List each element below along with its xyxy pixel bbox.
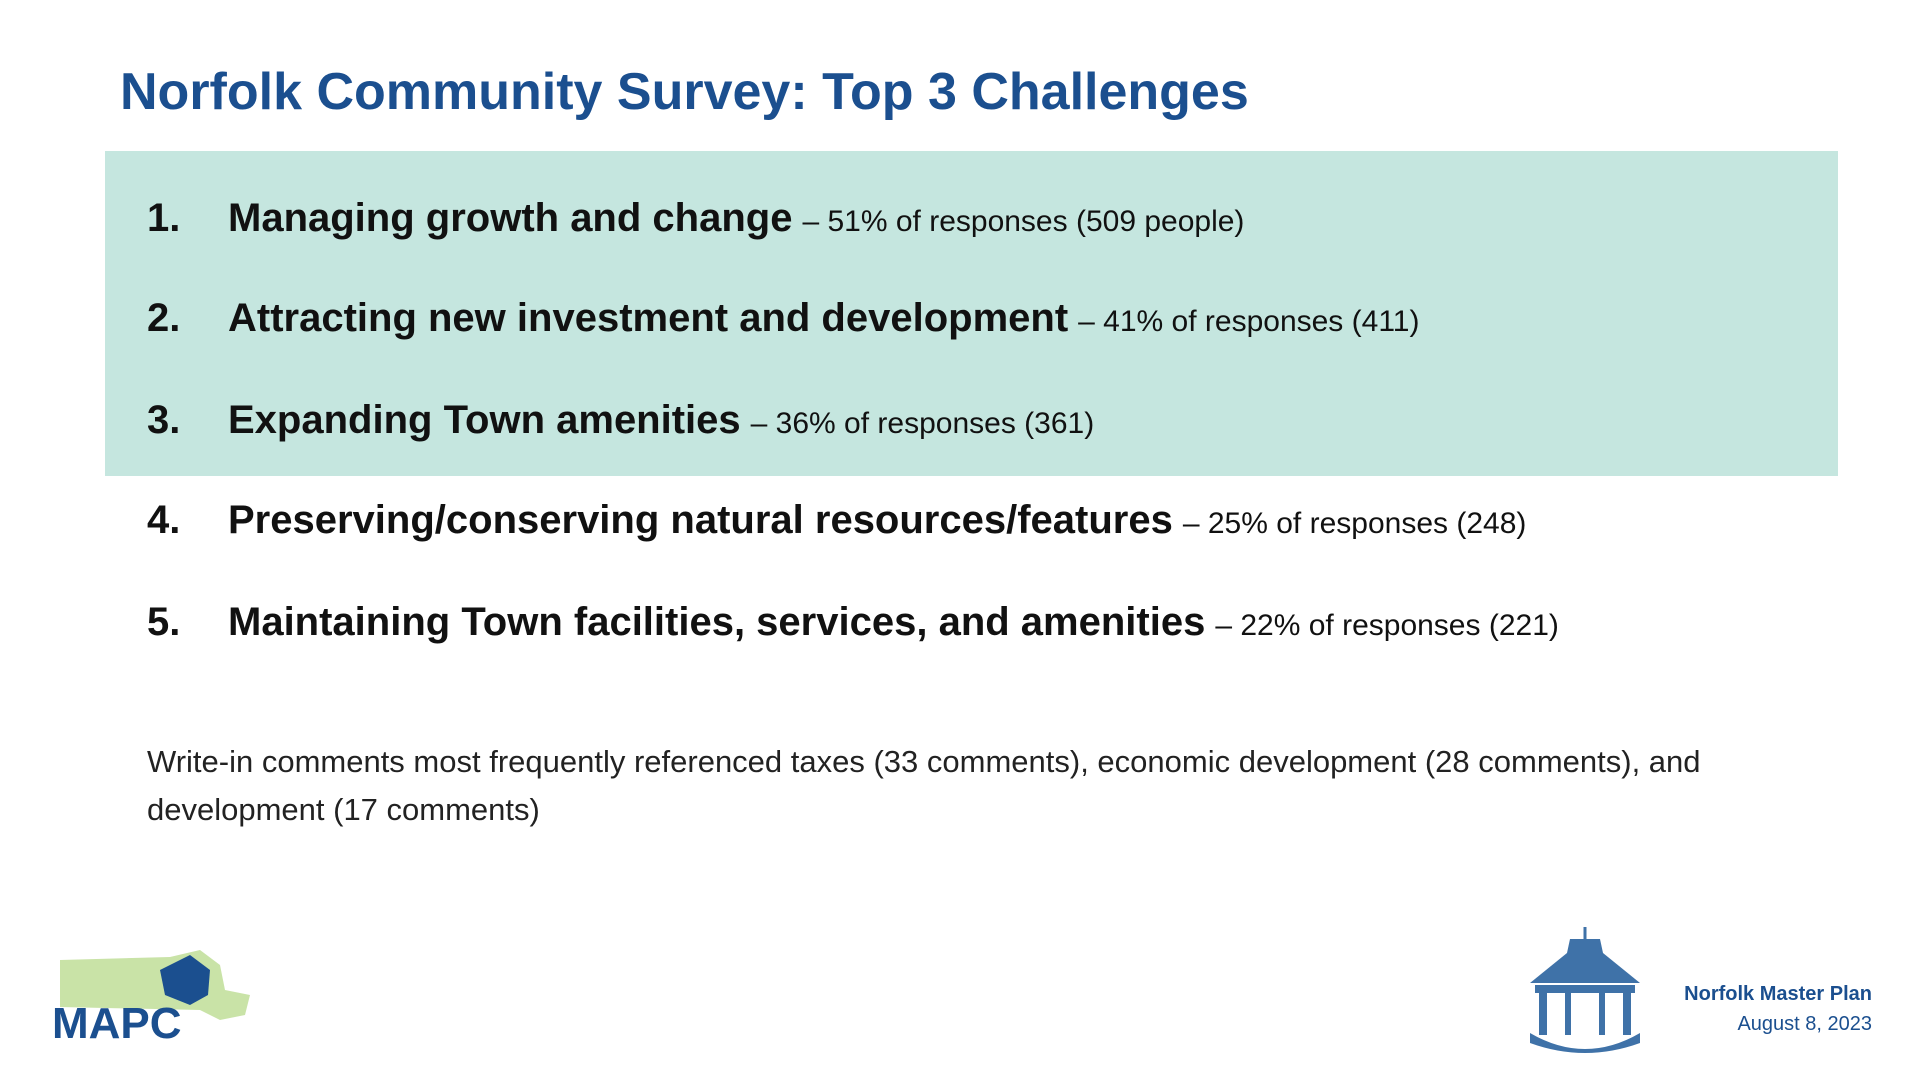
challenge-item: 3. Expanding Town amenities – 36% of respo… xyxy=(147,395,1094,445)
item-detail: – 25% of responses (248) xyxy=(1182,507,1527,540)
challenge-item: 4. Preserving/conserving natural resource… xyxy=(147,495,1526,545)
item-detail: – 41% of responses (411) xyxy=(1078,305,1420,338)
item-label: Attracting new investment and developmen… xyxy=(228,296,1069,340)
mapc-logo: MAPC xyxy=(52,950,250,1048)
item-label: Preserving/conserving natural resources/… xyxy=(228,498,1173,542)
item-label: Expanding Town amenities xyxy=(228,398,741,442)
item-label: Maintaining Town facilities, services, a… xyxy=(228,600,1206,644)
challenge-item: 1. Managing growth and change – 51% of res… xyxy=(147,193,1244,243)
gazebo-icon xyxy=(1530,927,1640,1053)
item-detail: – 36% of responses (361) xyxy=(750,407,1095,440)
highlight-band xyxy=(105,151,1838,476)
item-detail: – 51% of responses (509 people) xyxy=(802,205,1245,238)
footer-date: August 8, 2023 xyxy=(1737,1013,1872,1035)
slide-title: Norfolk Community Survey: Top 3 Challeng… xyxy=(120,63,1249,121)
logo-text: MAPC xyxy=(52,999,182,1048)
item-number: 1. xyxy=(147,196,181,240)
note: Write-in comments most frequently refere… xyxy=(147,744,1701,827)
logo-region xyxy=(160,955,210,1005)
item-detail: – 22% of responses (221) xyxy=(1215,609,1559,642)
item-number: 5. xyxy=(147,600,181,644)
challenge-item: 2. Attracting new investment and developm… xyxy=(147,293,1419,343)
item-label: Managing growth and change xyxy=(228,196,793,240)
item-number: 4. xyxy=(147,498,181,542)
challenge-item: 5. Maintaining Town facilities, services,… xyxy=(147,597,1559,647)
item-number: 3. xyxy=(147,398,181,442)
item-number: 2. xyxy=(147,296,181,340)
footer-title: Norfolk Master Plan xyxy=(1684,983,1872,1005)
